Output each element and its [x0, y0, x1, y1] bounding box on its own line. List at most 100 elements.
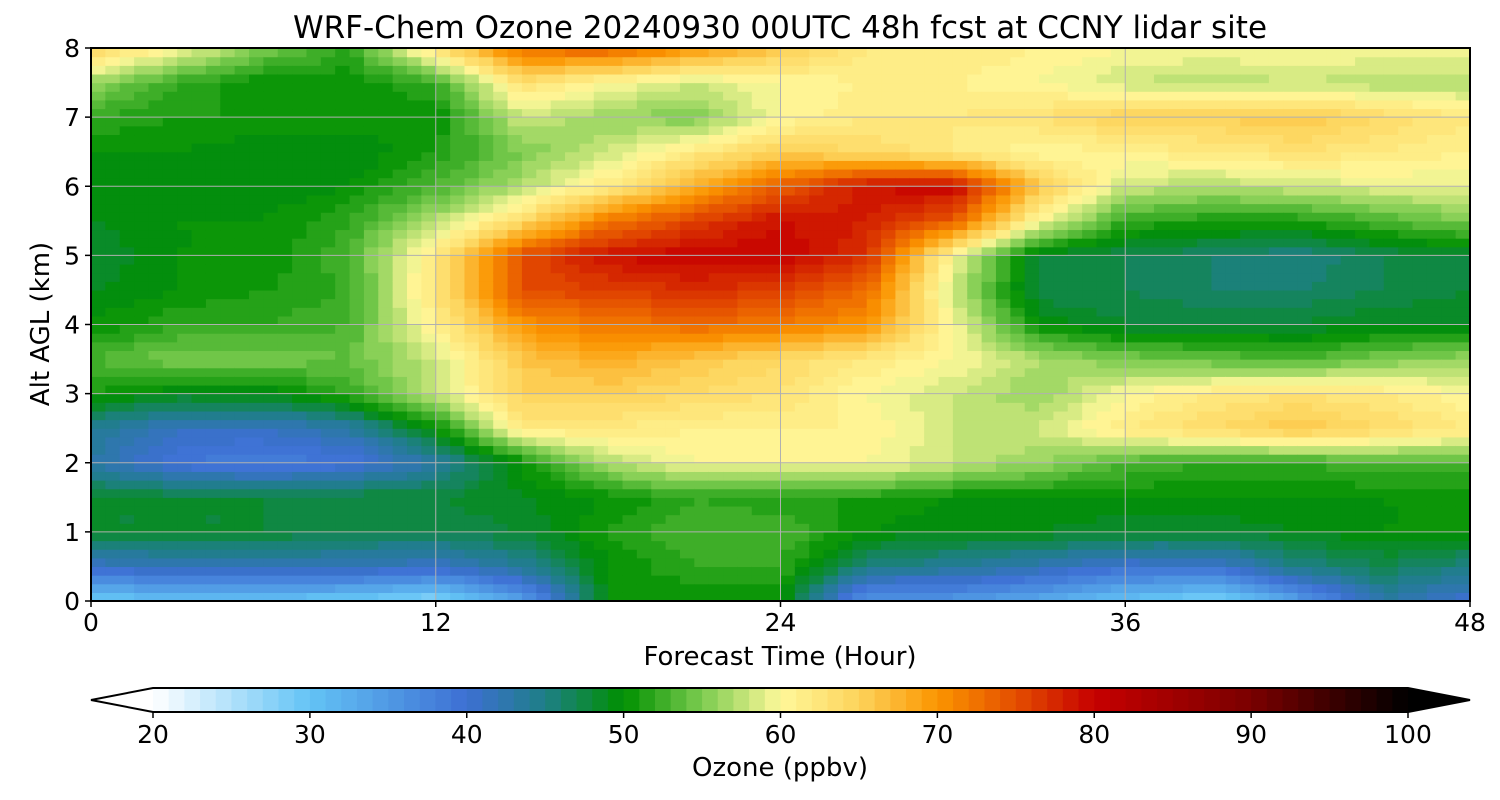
heatmap-cell [177, 134, 193, 144]
heatmap-cell [205, 108, 221, 118]
heatmap-cell [794, 471, 810, 481]
heatmap-cell [335, 514, 351, 524]
heatmap-cell [392, 367, 408, 377]
heatmap-cell [521, 497, 537, 507]
heatmap-cell [636, 264, 652, 274]
heatmap-cell [220, 557, 236, 568]
heatmap-cell [651, 125, 667, 136]
heatmap-cell [1053, 151, 1069, 161]
heatmap-cell [292, 341, 308, 352]
heatmap-cell [651, 298, 667, 308]
heatmap-cell [1039, 393, 1055, 403]
heatmap-cell [292, 359, 308, 369]
heatmap-cell [1139, 324, 1155, 334]
heatmap-cell [809, 229, 825, 239]
heatmap-cell [464, 117, 480, 127]
heatmap-cell [263, 117, 279, 127]
heatmap-cell [277, 203, 293, 213]
heatmap-cell [909, 151, 925, 161]
heatmap-cell [823, 186, 839, 196]
heatmap-cell [823, 315, 839, 326]
heatmap-cell [1139, 151, 1155, 161]
heatmap-cell [852, 488, 868, 498]
heatmap-cell [694, 108, 710, 118]
heatmap-cell [651, 531, 667, 542]
heatmap-cell [478, 212, 494, 222]
heatmap-cell [162, 419, 178, 429]
heatmap-cell [823, 264, 839, 274]
heatmap-cell [134, 497, 150, 507]
heatmap-cell [392, 194, 408, 205]
heatmap-cell [507, 125, 523, 136]
heatmap-cell [593, 324, 609, 334]
heatmap-cell [335, 488, 351, 498]
heatmap-cell [924, 298, 940, 308]
heatmap-cell [708, 419, 724, 429]
heatmap-cell [622, 505, 638, 516]
heatmap-cell [263, 151, 279, 161]
heatmap-cell [751, 359, 767, 369]
heatmap-cell [435, 592, 451, 601]
heatmap-cell [450, 108, 466, 118]
heatmap-cell [1053, 480, 1069, 490]
heatmap-cell [622, 134, 638, 144]
heatmap-cell [450, 514, 466, 524]
heatmap-cell [981, 376, 997, 386]
heatmap-cell [335, 445, 351, 455]
heatmap-cell [565, 428, 580, 438]
heatmap-cell [105, 549, 121, 559]
heatmap-cell [1082, 160, 1098, 170]
heatmap-cell [565, 376, 580, 386]
heatmap-cell [895, 480, 911, 490]
heatmap-cell [780, 298, 796, 308]
heatmap-cell [636, 220, 652, 231]
heatmap-cell [392, 151, 408, 161]
heatmap-cell [134, 471, 150, 481]
heatmap-cell [737, 298, 753, 308]
heatmap-cell [349, 298, 365, 308]
heatmap-cell [335, 566, 351, 576]
heatmap-cell [536, 531, 552, 542]
heatmap-cell [809, 307, 825, 317]
heatmap-cell [593, 289, 609, 300]
heatmap-cell [651, 289, 667, 300]
heatmap-cell [866, 134, 882, 144]
heatmap-cell [924, 264, 940, 274]
heatmap-cell [349, 410, 365, 421]
heatmap-cell [177, 220, 193, 231]
heatmap-cell [636, 289, 652, 300]
heatmap-cell [407, 315, 422, 326]
heatmap-cell [320, 505, 336, 516]
heatmap-cell [1197, 143, 1213, 153]
heatmap-cell [881, 575, 897, 585]
heatmap-cell [407, 367, 422, 377]
heatmap-cell [909, 367, 925, 377]
heatmap-cell [507, 410, 523, 421]
heatmap-cell [1182, 566, 1198, 576]
heatmap-cell [1182, 410, 1198, 421]
heatmap-cell [191, 108, 207, 118]
heatmap-cell [550, 315, 566, 326]
heatmap-cell [967, 238, 983, 248]
heatmap-cell [723, 65, 738, 75]
heatmap-cell [1053, 341, 1069, 352]
heatmap-cell [507, 505, 523, 516]
heatmap-cell [177, 272, 193, 282]
heatmap-cell [766, 350, 782, 360]
heatmap-cell [220, 134, 236, 144]
heatmap-cell [823, 238, 839, 248]
heatmap-cell [1168, 246, 1184, 256]
heatmap-cell [579, 410, 595, 421]
heatmap-cell [1139, 82, 1155, 92]
heatmap-cell [392, 315, 408, 326]
heatmap-cell [1096, 255, 1112, 265]
heatmap-cell [909, 160, 925, 170]
heatmap-cell [723, 134, 738, 144]
heatmap-cell [407, 436, 422, 447]
heatmap-cell [493, 220, 509, 231]
heatmap-cell [234, 125, 250, 136]
heatmap-cell [1168, 480, 1184, 490]
heatmap-cell [521, 367, 537, 377]
heatmap-cell [766, 376, 782, 386]
heatmap-cell [708, 505, 724, 516]
